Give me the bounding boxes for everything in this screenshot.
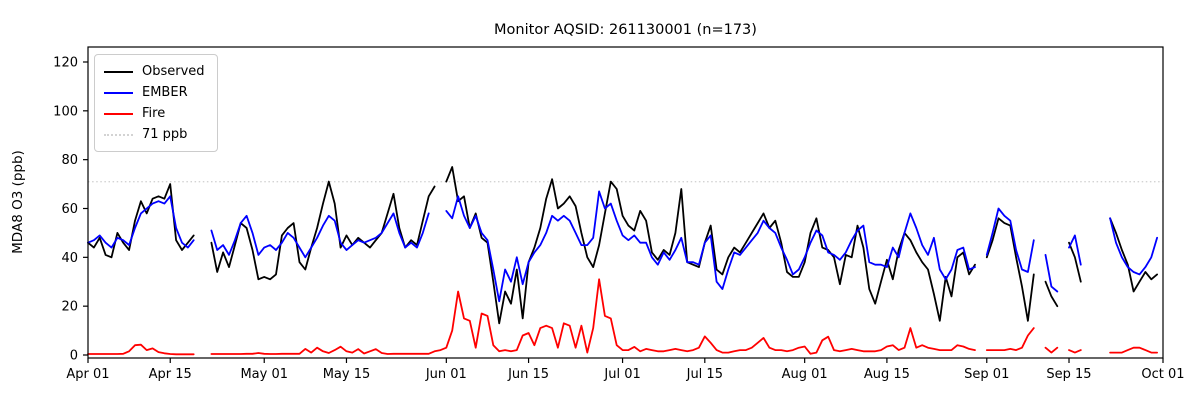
x-tick-label: Jun 15 [507, 367, 549, 382]
ember-line-sample [104, 91, 133, 94]
chart-title: Monitor AQSID: 261130001 (n=173) [494, 22, 757, 38]
threshold-line-sample [104, 133, 133, 136]
legend-box: Observed EMBER Fire 71 ppb [94, 54, 218, 152]
x-tick-label: Sep 01 [964, 367, 1009, 382]
legend-label-ember: EMBER [142, 85, 188, 100]
y-tick-label: 0 [70, 349, 78, 364]
y-tick-label: 80 [61, 153, 78, 168]
x-tick-label: Jul 15 [686, 367, 723, 382]
legend-item-threshold: 71 ppb [104, 124, 205, 145]
x-tick-label: Aug 15 [864, 367, 910, 382]
x-tick-label: Jul 01 [603, 367, 640, 382]
y-tick-label: 40 [61, 251, 78, 266]
legend-item-ember: EMBER [104, 82, 205, 103]
legend-label-fire: Fire [142, 106, 166, 121]
plot-border [87, 46, 1164, 359]
y-tick-label: 20 [61, 300, 78, 315]
fire-line [87, 278, 1158, 356]
observed-line [87, 166, 1158, 325]
y-tick-label: 120 [53, 55, 78, 70]
ember-line [87, 190, 1158, 303]
x-tick-label: Sep 15 [1046, 367, 1091, 382]
x-tick-label: May 15 [323, 367, 371, 382]
y-tick-label: 60 [61, 202, 78, 217]
x-tick-label: May 01 [240, 367, 288, 382]
fire-line-sample [104, 112, 133, 115]
x-tick-label: Oct 01 [1141, 367, 1184, 382]
x-tick-label: Jun 01 [425, 367, 467, 382]
x-tick-label: Apr 01 [66, 367, 109, 382]
legend-item-fire: Fire [104, 103, 205, 124]
observed-line-sample [104, 70, 133, 73]
x-tick-label: Apr 15 [149, 367, 192, 382]
y-tick-label: 100 [53, 104, 78, 119]
legend-item-observed: Observed [104, 61, 205, 82]
x-tick-label: Aug 01 [782, 367, 828, 382]
legend-label-observed: Observed [142, 64, 205, 79]
legend-label-threshold: 71 ppb [142, 127, 188, 142]
